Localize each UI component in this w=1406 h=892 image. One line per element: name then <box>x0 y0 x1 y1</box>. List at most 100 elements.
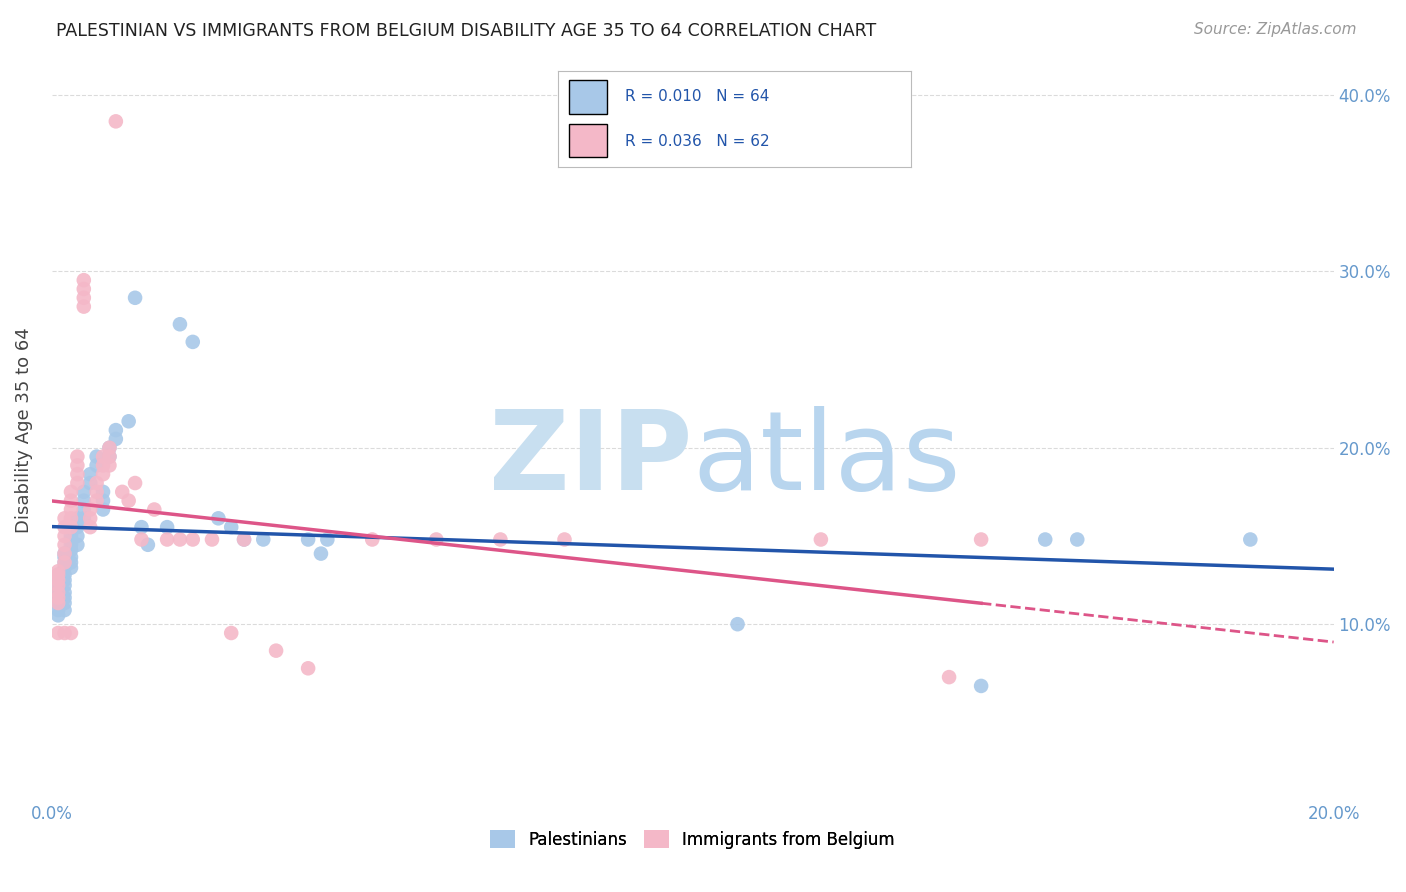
Point <box>1033 533 1056 547</box>
Text: ZIP: ZIP <box>489 406 693 513</box>
Text: Source: ZipAtlas.com: Source: ZipAtlas.com <box>1194 22 1357 37</box>
Point <box>53 511 76 525</box>
Point <box>66 458 89 473</box>
Point <box>309 547 332 561</box>
Point <box>73 484 96 499</box>
Point <box>1066 533 1088 547</box>
Point <box>59 533 82 547</box>
Point <box>297 661 319 675</box>
Point <box>53 626 76 640</box>
Point <box>46 567 69 582</box>
Point <box>143 502 166 516</box>
Point <box>136 538 159 552</box>
Point <box>46 591 69 605</box>
Point <box>156 533 179 547</box>
Point <box>53 596 76 610</box>
Point <box>46 603 69 617</box>
Point <box>79 511 101 525</box>
Point <box>73 291 96 305</box>
Point <box>810 533 832 547</box>
Point <box>53 520 76 534</box>
Point <box>118 414 141 428</box>
Point <box>104 432 127 446</box>
Point <box>53 573 76 587</box>
Point <box>169 318 191 332</box>
Point <box>46 585 69 599</box>
Point <box>91 484 114 499</box>
Point <box>59 529 82 543</box>
Point <box>59 502 82 516</box>
Point <box>59 560 82 574</box>
Point <box>59 626 82 640</box>
Point <box>79 467 101 482</box>
Point <box>53 603 76 617</box>
Point <box>59 520 82 534</box>
Text: PALESTINIAN VS IMMIGRANTS FROM BELGIUM DISABILITY AGE 35 TO 64 CORRELATION CHART: PALESTINIAN VS IMMIGRANTS FROM BELGIUM D… <box>56 22 876 40</box>
Point <box>727 617 749 632</box>
Point <box>73 511 96 525</box>
Point <box>970 533 993 547</box>
Point <box>316 533 339 547</box>
Point <box>86 458 108 473</box>
Point <box>233 533 256 547</box>
Point <box>553 533 575 547</box>
Point <box>46 578 69 592</box>
Point <box>201 533 224 547</box>
Point <box>53 585 76 599</box>
Point <box>46 591 69 605</box>
Point <box>66 467 89 482</box>
Point <box>73 493 96 508</box>
Point <box>53 538 76 552</box>
Point <box>91 458 114 473</box>
Point <box>181 533 204 547</box>
Point <box>79 476 101 491</box>
Point <box>124 291 146 305</box>
Point <box>425 533 447 547</box>
Point <box>66 529 89 543</box>
Point <box>938 670 960 684</box>
Legend: Palestinians, Immigrants from Belgium: Palestinians, Immigrants from Belgium <box>484 824 901 855</box>
Point <box>297 533 319 547</box>
Point <box>73 282 96 296</box>
Point <box>46 596 69 610</box>
Point <box>79 520 101 534</box>
Text: atlas: atlas <box>693 406 962 513</box>
Point <box>91 502 114 516</box>
Point <box>104 423 127 437</box>
Point <box>111 484 134 499</box>
Point <box>53 529 76 543</box>
Point <box>46 567 69 582</box>
Point <box>970 679 993 693</box>
Point <box>66 476 89 491</box>
Point <box>59 538 82 552</box>
Point <box>53 560 76 574</box>
Point <box>233 533 256 547</box>
Point <box>98 441 121 455</box>
Point <box>86 484 108 499</box>
Point <box>104 114 127 128</box>
Point <box>66 450 89 464</box>
Point <box>59 550 82 565</box>
Point <box>86 476 108 491</box>
Point <box>66 520 89 534</box>
Point <box>124 476 146 491</box>
Point <box>73 502 96 516</box>
Point <box>79 502 101 516</box>
Point <box>91 467 114 482</box>
Point <box>252 533 274 547</box>
Point <box>59 511 82 525</box>
Point <box>86 493 108 508</box>
Point <box>53 547 76 561</box>
Point <box>46 585 69 599</box>
Point <box>53 550 76 565</box>
Point <box>46 582 69 596</box>
Point <box>66 538 89 552</box>
Point <box>53 567 76 582</box>
Point <box>219 520 242 534</box>
Point <box>361 533 384 547</box>
Point <box>181 334 204 349</box>
Point <box>46 608 69 623</box>
Point <box>73 273 96 287</box>
Y-axis label: Disability Age 35 to 64: Disability Age 35 to 64 <box>15 327 32 533</box>
Point <box>59 543 82 558</box>
